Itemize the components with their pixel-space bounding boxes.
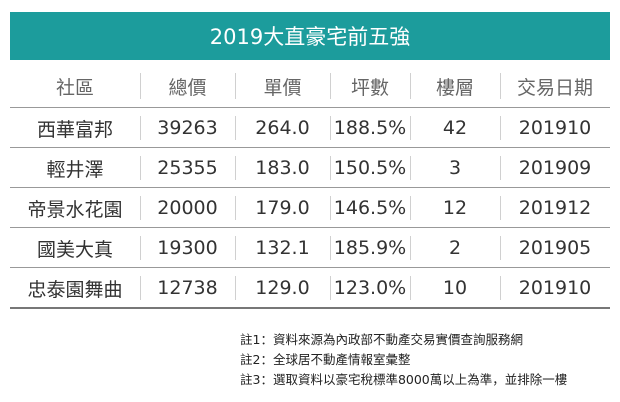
table-cell: 12738 — [157, 277, 218, 299]
table-cell: 19300 — [157, 237, 218, 259]
column-divider — [410, 236, 411, 260]
table-cell: 179.0 — [255, 197, 310, 219]
title-bar: 2019大直豪宅前五強 — [10, 12, 610, 60]
column-divider — [140, 116, 141, 140]
column-divider — [140, 73, 141, 99]
column-divider — [330, 196, 331, 220]
table-cell: 輕井澤 — [46, 158, 104, 181]
table-cell: 123.0% — [333, 277, 407, 299]
table-cell: 國美大真 — [36, 238, 113, 261]
column-divider — [330, 73, 331, 99]
table-cell: 132.1 — [255, 237, 310, 259]
table-cell: 146.5% — [333, 197, 407, 219]
table-cell: 42 — [442, 117, 468, 139]
table-cell: 150.5% — [333, 157, 407, 179]
column-divider — [500, 196, 501, 220]
column-divider — [410, 73, 411, 99]
column-divider — [410, 116, 411, 140]
column-divider — [500, 116, 501, 140]
note: 註2：全球居不動產情報室彙整 — [240, 352, 411, 367]
note: 註3：選取資料以豪宅稅標準8000萬以上為準，並排除一樓 — [240, 372, 568, 387]
row-divider — [10, 147, 610, 148]
table-cell: 188.5% — [333, 117, 407, 139]
header-cell: 單價 — [263, 76, 302, 99]
table-cell: 西華富邦 — [36, 118, 113, 141]
column-divider — [140, 196, 141, 220]
table-cell: 帝景水花園 — [27, 198, 123, 221]
column-divider — [410, 276, 411, 300]
column-divider — [140, 276, 141, 300]
table-cell: 201912 — [518, 197, 592, 219]
table-cell: 3 — [448, 157, 462, 179]
row-divider — [10, 267, 610, 268]
table-cell: 20000 — [157, 197, 218, 219]
table-cell: 201909 — [518, 157, 592, 179]
table-cell: 忠泰園舞曲 — [27, 278, 123, 301]
column-divider — [330, 276, 331, 300]
table-cell: 2 — [448, 237, 462, 259]
column-divider — [235, 156, 236, 180]
column-divider — [235, 276, 236, 300]
column-divider — [500, 156, 501, 180]
header-cell: 總價 — [168, 76, 207, 99]
column-divider — [500, 236, 501, 260]
column-divider — [500, 73, 501, 99]
table-cell: 183.0 — [255, 157, 310, 179]
column-divider — [410, 196, 411, 220]
column-divider — [235, 236, 236, 260]
table-cell: 201910 — [518, 117, 592, 139]
table-cell: 185.9% — [333, 237, 407, 259]
table-cell: 264.0 — [255, 117, 310, 139]
row-divider — [10, 107, 610, 108]
header-cell: 社區 — [55, 76, 94, 99]
table-cell: 10 — [442, 277, 468, 299]
table-cell: 12 — [442, 197, 468, 219]
column-divider — [140, 236, 141, 260]
column-divider — [235, 116, 236, 140]
row-divider — [10, 187, 610, 188]
table-bottom — [10, 307, 610, 309]
note: 註1：資料來源為內政部不動產交易實價查詢服務網 — [240, 332, 523, 347]
column-divider — [235, 73, 236, 99]
column-divider — [140, 156, 141, 180]
column-divider — [330, 236, 331, 260]
column-divider — [235, 196, 236, 220]
header-cell: 坪數 — [350, 76, 389, 99]
header-cell: 交易日期 — [516, 76, 593, 99]
table-cell: 39263 — [157, 117, 218, 139]
column-divider — [330, 156, 331, 180]
row-divider — [10, 227, 610, 228]
column-divider — [410, 156, 411, 180]
column-divider — [500, 276, 501, 300]
table-cell: 201910 — [518, 277, 592, 299]
table-cell: 129.0 — [255, 277, 310, 299]
notes: 註1：資料來源為內政部不動產交易實價查詢服務網 註2：全球居不動產情報室彙整註3：… — [240, 330, 567, 390]
table-cell: 201905 — [518, 237, 592, 259]
header-cell: 樓層 — [435, 76, 474, 99]
column-divider — [330, 116, 331, 140]
table-cell: 25355 — [157, 157, 218, 179]
